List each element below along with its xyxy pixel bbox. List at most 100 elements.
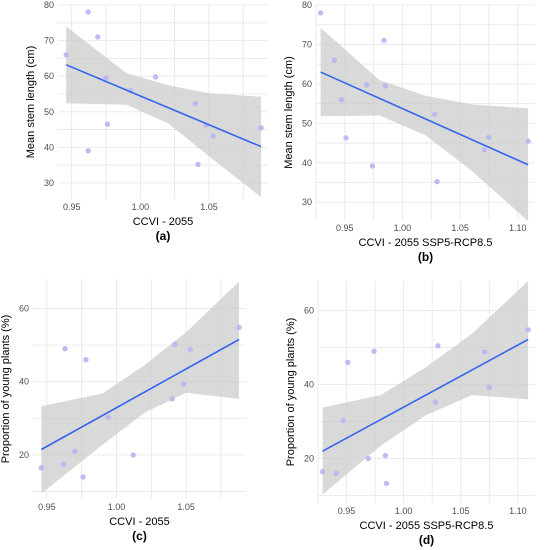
x-tick-label: 1.05: [452, 506, 470, 516]
data-point: [258, 125, 264, 131]
data-point: [60, 461, 67, 467]
panel-caption: (d): [419, 533, 434, 547]
data-point: [435, 343, 441, 349]
y-tick-label: 60: [302, 79, 312, 89]
panel-b: 0.95 1.00 1.05 1.10 30 40 50 60 70 80 CCVI - 2055 …: [283, 0, 535, 264]
y-tick-label: 40: [19, 377, 29, 387]
x-axis-title: CCVI - 2055: [109, 516, 170, 528]
x-tick-label: 1.00: [394, 223, 412, 233]
y-tick-label: 70: [302, 39, 312, 49]
y-tick-label: 20: [19, 450, 29, 460]
data-point: [338, 97, 345, 103]
data-point: [382, 83, 388, 89]
x-axis-title: CCVI - 2055 SSP5-RCP8.5: [359, 237, 493, 249]
data-point: [371, 348, 377, 354]
x-tick-label: 0.95: [38, 502, 56, 512]
data-point: [317, 10, 324, 16]
y-tick-label: 20: [304, 454, 314, 464]
panel-caption: (b): [418, 250, 433, 264]
x-axis-title: CCVI - 2055 SSP5-RCP8.5: [360, 520, 494, 532]
data-point: [152, 74, 159, 80]
data-point: [432, 399, 439, 405]
data-point: [333, 470, 339, 477]
x-tick-label: 1.00: [395, 506, 413, 516]
x-tick-label: 1.00: [132, 202, 150, 212]
data-point: [210, 133, 216, 139]
y-tick-label: 40: [44, 142, 54, 152]
data-point: [180, 381, 187, 387]
data-point: [432, 111, 438, 118]
data-point: [95, 34, 101, 40]
data-point: [481, 147, 487, 153]
y-axis-title: Mean stem length (cm): [25, 46, 37, 158]
data-point: [85, 148, 91, 154]
data-point: [85, 9, 91, 15]
y-axis-title: Proportion of young plants (%): [0, 315, 12, 464]
data-point: [319, 468, 326, 475]
confidence-band: [66, 26, 262, 198]
y-tick-label: 40: [302, 158, 312, 168]
y-tick-label: 30: [44, 178, 54, 188]
y-tick-label: 60: [304, 306, 314, 316]
regression-line: [322, 338, 529, 452]
data-point: [105, 414, 111, 420]
regression-line: [65, 64, 262, 148]
x-tick-label: 1.00: [108, 502, 126, 512]
data-point: [331, 57, 338, 63]
x-tick-label: 1.10: [509, 223, 527, 233]
x-tick-label: 1.05: [451, 223, 469, 233]
x-tick-label: 0.95: [338, 506, 356, 516]
data-point: [364, 82, 370, 88]
panel-a: 0.95 1.00 1.05 30 40 50 60 70 80 CCVI - 2055 Mean …: [25, 0, 268, 243]
data-point: [187, 346, 193, 353]
confidence-band: [41, 281, 240, 494]
y-axis-title: Proportion of young plants (%): [285, 318, 297, 467]
data-point: [343, 135, 349, 141]
data-point: [236, 324, 242, 331]
data-point: [172, 341, 178, 347]
x-tick-label: 1.05: [200, 202, 218, 212]
y-tick-label: 50: [44, 107, 54, 117]
confidence-band: [322, 281, 529, 495]
x-tick-label: 1.10: [509, 506, 527, 516]
y-tick-label: 30: [302, 197, 312, 207]
data-point: [72, 448, 78, 454]
regression-line: [320, 71, 529, 166]
data-point: [482, 349, 488, 355]
y-axis-title: Mean stem length (cm): [283, 56, 295, 168]
data-point: [382, 452, 389, 459]
x-tick-label: 1.05: [177, 502, 195, 512]
y-tick-label: 70: [44, 36, 54, 46]
y-tick-label: 40: [304, 380, 314, 390]
y-tick-label: 60: [44, 71, 54, 81]
x-tick-label: 0.95: [336, 223, 354, 233]
y-tick-label: 60: [19, 303, 29, 313]
data-point: [80, 474, 86, 480]
data-point: [104, 121, 111, 127]
data-point: [365, 455, 371, 462]
data-point: [369, 163, 376, 169]
panel-caption: (c): [132, 529, 147, 543]
data-point: [381, 37, 387, 44]
panel-caption: (a): [156, 229, 171, 243]
data-point: [345, 359, 351, 366]
y-tick-label: 80: [302, 0, 312, 10]
data-point: [63, 52, 69, 58]
panel-c: 0.95 1.00 1.05 20 40 60 CCVI - 2055 Proportion …: [0, 279, 246, 543]
x-tick-label: 0.95: [63, 202, 81, 212]
data-point: [525, 327, 531, 333]
data-point: [486, 384, 492, 390]
regression-line: [40, 338, 240, 451]
data-point: [434, 179, 440, 185]
data-point: [38, 465, 45, 471]
x-axis-title: CCVI - 2055: [133, 216, 194, 228]
data-point: [83, 357, 89, 363]
data-point: [103, 75, 109, 81]
data-point: [195, 161, 201, 168]
data-point: [192, 100, 198, 107]
data-point: [383, 480, 390, 487]
data-point: [169, 396, 175, 402]
y-tick-label: 50: [302, 118, 312, 128]
y-tick-label: 80: [44, 0, 54, 10]
